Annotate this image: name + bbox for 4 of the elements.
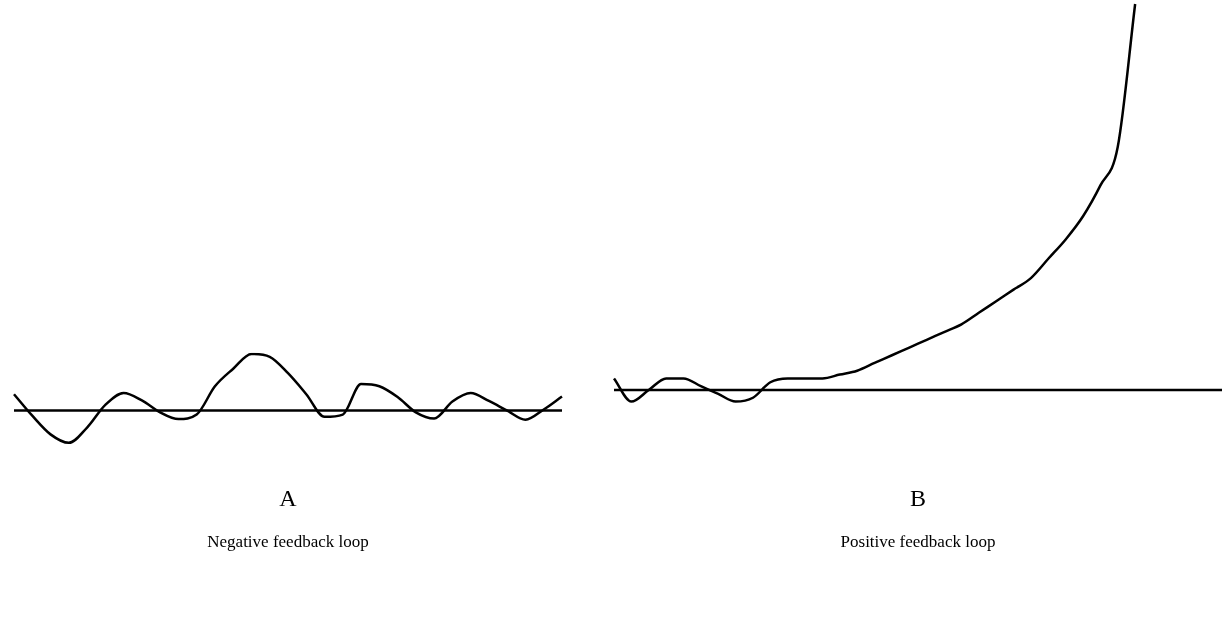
x-axis-title: B (909, 484, 927, 511)
text: Negative feedback loop (207, 532, 369, 552)
x-axis-title: A (279, 484, 298, 511)
text: Positive feedback loop (840, 532, 996, 552)
